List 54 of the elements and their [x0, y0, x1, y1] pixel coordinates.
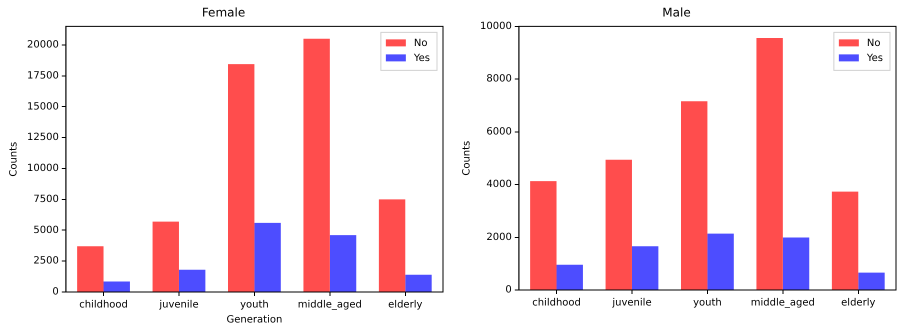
y-tick-label: 7500	[33, 194, 59, 205]
x-tick-label: juvenile	[611, 298, 652, 309]
chart-title: Male	[662, 5, 691, 20]
bar	[405, 274, 432, 292]
bar	[378, 199, 406, 292]
legend-label: No	[414, 38, 428, 49]
y-tick-label: 0	[505, 284, 512, 296]
bar	[530, 181, 557, 290]
legend-label: No	[866, 38, 880, 49]
y-axis-title: Counts	[462, 140, 473, 176]
y-tick-label: 8000	[486, 74, 512, 85]
x-tick-label: childhood	[79, 300, 128, 311]
bar	[832, 192, 858, 290]
legend-label: Yes	[412, 52, 430, 64]
y-tick-label: 6000	[486, 126, 512, 138]
x-tick-label: middle_aged	[298, 300, 362, 311]
bar	[77, 246, 104, 292]
y-tick-label: 17500	[27, 70, 59, 82]
bar	[707, 234, 734, 290]
bar	[782, 238, 810, 290]
bar	[254, 222, 281, 292]
x-tick-label: juvenile	[158, 300, 199, 311]
bar	[858, 272, 885, 290]
x-tick-label: childhood	[532, 298, 581, 309]
x-tick-label: youth	[240, 300, 269, 311]
x-tick-label: middle_aged	[750, 298, 815, 309]
y-tick-label: 2000	[486, 232, 512, 243]
y-tick-label: 10000	[480, 20, 512, 32]
y-tick-label: 2500	[33, 256, 59, 267]
bar	[681, 101, 708, 290]
bar	[330, 235, 356, 292]
y-axis-title: Counts	[8, 142, 20, 177]
x-tick-label: elderly	[841, 298, 876, 309]
y-tick-label: 4000	[486, 179, 512, 190]
bar	[756, 38, 783, 290]
x-tick-label: youth	[693, 298, 722, 309]
y-tick-label: 12500	[27, 132, 59, 144]
bar	[606, 160, 632, 290]
y-tick-label: 0	[52, 286, 59, 298]
y-tick-label: 15000	[27, 101, 59, 112]
bar	[556, 264, 583, 290]
bar	[152, 222, 179, 292]
y-tick-label: 20000	[27, 40, 59, 51]
y-tick-label: 5000	[33, 224, 59, 236]
bar	[228, 64, 254, 292]
chart-title: Female	[202, 5, 246, 20]
bar	[303, 38, 330, 292]
x-tick-label: elderly	[388, 300, 422, 311]
x-axis-title: Generation	[226, 314, 282, 326]
bar	[178, 270, 206, 292]
bar	[632, 246, 658, 290]
bar	[104, 282, 130, 292]
legend-label: Yes	[866, 52, 884, 64]
y-tick-label: 10000	[27, 163, 59, 174]
